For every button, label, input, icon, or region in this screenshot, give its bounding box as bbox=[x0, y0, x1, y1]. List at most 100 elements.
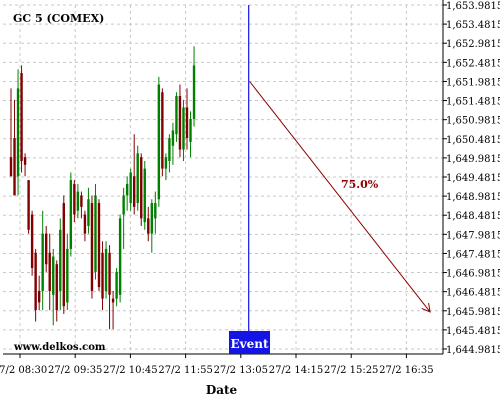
y-tick-label: 1,648.9815 bbox=[446, 192, 500, 203]
forecast-line bbox=[249, 81, 431, 313]
y-tick-label: 1,645.4815 bbox=[446, 326, 500, 337]
candle bbox=[27, 180, 30, 234]
candle bbox=[111, 290, 115, 330]
y-tick-label: 1,651.4815 bbox=[446, 97, 500, 108]
y-tick-label: 1,646.4815 bbox=[446, 288, 500, 299]
forecast-arrowhead bbox=[421, 303, 431, 313]
y-axis-ticks: 1,644.9815 1,645.4815 1,645.9815 1,646.4815… bbox=[443, 1, 500, 356]
x-tick-label: 27/2 08:30 bbox=[0, 365, 47, 376]
candle-body bbox=[147, 218, 150, 234]
chart-title: GC 5 (COMEX) bbox=[13, 12, 105, 25]
candle bbox=[178, 84, 182, 158]
x-tick-label: 27/2 14:15 bbox=[269, 365, 323, 376]
candle bbox=[157, 76, 161, 207]
candle-body bbox=[143, 168, 146, 223]
candle bbox=[23, 153, 27, 177]
candle bbox=[52, 248, 55, 326]
candle bbox=[48, 233, 51, 311]
candle-body bbox=[55, 264, 58, 311]
candle bbox=[90, 195, 94, 299]
candle bbox=[62, 195, 65, 314]
candle-body bbox=[34, 252, 37, 311]
candle-body bbox=[41, 233, 44, 291]
candle-body bbox=[52, 256, 55, 295]
candle bbox=[189, 111, 192, 158]
candlestick-series bbox=[9, 46, 196, 330]
candle bbox=[171, 122, 175, 165]
candle bbox=[115, 268, 118, 307]
x-tick-label: 27/2 09:35 bbox=[48, 365, 102, 376]
candle bbox=[87, 187, 90, 234]
candle bbox=[69, 172, 73, 257]
candle-body bbox=[62, 203, 65, 307]
y-tick-label: 1,649.4815 bbox=[446, 173, 500, 184]
candle-body bbox=[111, 298, 115, 303]
candle-body bbox=[150, 203, 153, 234]
candle-body bbox=[80, 195, 83, 207]
candle bbox=[150, 199, 153, 253]
candle-body bbox=[30, 214, 34, 269]
candle-body bbox=[175, 96, 178, 135]
candle bbox=[129, 168, 132, 211]
y-tick-label: 1,647.9815 bbox=[446, 230, 500, 241]
y-tick-label: 1,646.9815 bbox=[446, 269, 500, 280]
watermark: www.delkos.com bbox=[14, 342, 106, 353]
x-tick-label: 27/2 16:35 bbox=[379, 365, 433, 376]
candle-body bbox=[66, 248, 69, 303]
candle-body bbox=[20, 73, 23, 162]
y-tick-label: 1,653.4815 bbox=[446, 20, 500, 31]
candle-body bbox=[90, 203, 94, 291]
candle-body bbox=[13, 138, 16, 196]
candle-body bbox=[87, 199, 90, 226]
candle bbox=[136, 145, 139, 211]
candle bbox=[34, 248, 37, 322]
y-tick-label: 1,652.4815 bbox=[446, 58, 500, 69]
candle-body bbox=[189, 118, 192, 142]
candle-body bbox=[164, 157, 168, 169]
candle bbox=[66, 233, 69, 311]
x-tick-label: 27/2 15:25 bbox=[324, 365, 378, 376]
x-tick-label: 27/2 11:55 bbox=[158, 365, 212, 376]
y-tick-label: 1,650.4815 bbox=[446, 135, 500, 146]
candle bbox=[59, 218, 62, 311]
candle-body bbox=[76, 191, 80, 211]
candle bbox=[9, 88, 13, 177]
candle-body bbox=[182, 107, 185, 150]
candle-body bbox=[140, 157, 143, 219]
candle-body bbox=[69, 180, 73, 249]
candle bbox=[73, 180, 76, 223]
candle bbox=[83, 210, 87, 242]
candle bbox=[140, 153, 143, 226]
x-tick-label: 27/2 10:45 bbox=[103, 365, 157, 376]
candle bbox=[20, 65, 23, 173]
candle-body bbox=[23, 157, 27, 165]
candle-body bbox=[122, 195, 125, 215]
y-tick-label: 1,647.4815 bbox=[446, 249, 500, 260]
candle bbox=[118, 214, 122, 303]
candle-body bbox=[115, 271, 118, 299]
candle-body bbox=[171, 130, 175, 146]
candle bbox=[175, 92, 178, 142]
candle bbox=[94, 183, 97, 280]
y-tick-label: 1,648.4815 bbox=[446, 211, 500, 222]
candle bbox=[168, 134, 171, 173]
candle bbox=[125, 176, 129, 211]
candle bbox=[16, 69, 20, 196]
candle bbox=[41, 210, 44, 311]
candle-body bbox=[161, 92, 164, 169]
candle-body bbox=[133, 176, 136, 207]
candle bbox=[37, 275, 41, 311]
candle bbox=[108, 245, 111, 330]
x-tick-label: 27/2 13:05 bbox=[214, 365, 268, 376]
candle bbox=[154, 191, 157, 234]
candle bbox=[147, 206, 150, 242]
candle-body bbox=[125, 183, 129, 196]
candle-body bbox=[118, 218, 122, 295]
y-tick-label: 1,652.9815 bbox=[446, 39, 500, 50]
event-label: Event bbox=[229, 331, 270, 354]
candle-body bbox=[9, 157, 13, 177]
candle-body bbox=[192, 65, 196, 119]
candle-body bbox=[59, 229, 62, 291]
candle-body bbox=[136, 153, 139, 204]
